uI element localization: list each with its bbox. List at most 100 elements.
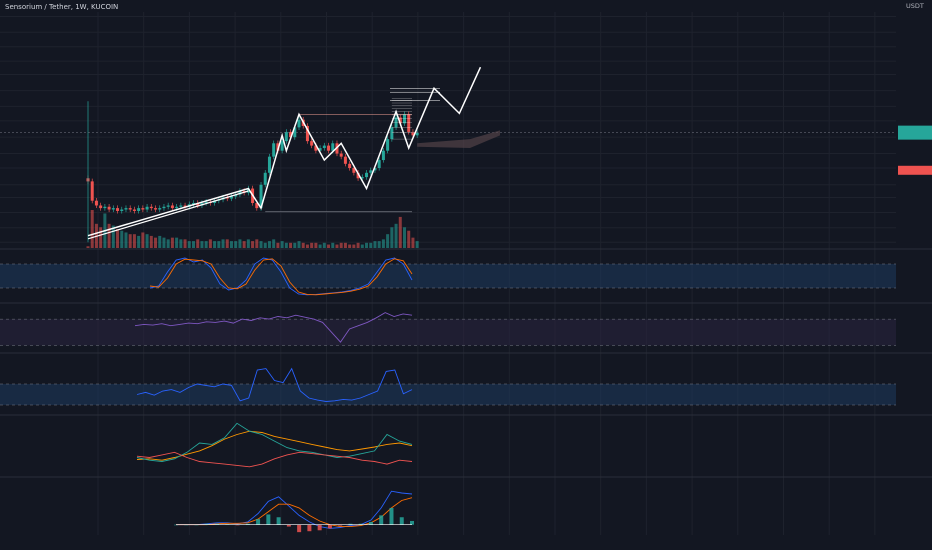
candle-body (213, 200, 217, 204)
indicator-line (136, 422, 413, 462)
candle-body (343, 156, 347, 164)
macd-histogram-bar (297, 524, 302, 533)
candle-body (403, 114, 406, 124)
candle-body (90, 181, 94, 201)
candle-body (111, 208, 115, 210)
volume-bar (107, 223, 111, 248)
overlays (0, 66, 896, 240)
elliott-wave-path (87, 66, 482, 237)
volume-bar (175, 237, 179, 248)
volume-bar (284, 242, 288, 248)
candle-body (238, 191, 242, 195)
macd-histogram-bar (379, 515, 384, 525)
indicator-line (176, 490, 413, 529)
candle-body (318, 148, 322, 151)
indicator-line (136, 451, 413, 468)
volume-bar (272, 239, 276, 248)
volume-bar (246, 239, 250, 248)
volume-bar (407, 230, 411, 248)
macd-histogram-bar (338, 524, 343, 526)
macd-histogram-bar (399, 517, 404, 525)
volume-bar (390, 227, 394, 248)
volume-bar (196, 239, 200, 248)
macd-histogram-bar (215, 523, 220, 525)
candle-body (141, 208, 145, 210)
volume-bar (221, 239, 225, 248)
candle-body (327, 145, 331, 151)
indicator-line (136, 367, 413, 402)
candle-body (390, 127, 394, 140)
volume-bar (381, 239, 385, 248)
chart-title: Sensorium / Tether, 1W, KUCOIN (5, 3, 118, 11)
candle-body (305, 125, 309, 142)
volume-bar (352, 244, 356, 248)
volume-bar (259, 241, 263, 248)
volume-bars (86, 210, 419, 248)
indicator-lines (134, 257, 414, 533)
macd-histogram-bar (204, 523, 209, 525)
candle-body (369, 170, 373, 173)
currency-label: USDT (906, 2, 924, 10)
candle-body (263, 172, 267, 185)
candle-body (356, 172, 360, 179)
volume-bar (225, 239, 229, 248)
macd-histogram-bar (276, 517, 281, 525)
macd-histogram-bar (286, 524, 291, 527)
indicator-line (176, 497, 413, 528)
volume-bar (213, 241, 217, 248)
volume-bar (90, 210, 94, 248)
indicator-line (149, 257, 413, 296)
macd-histogram-bar (358, 523, 363, 525)
volume-bar (158, 235, 162, 248)
candle-body (284, 131, 288, 142)
candle-body (196, 203, 200, 206)
candle-body (280, 141, 284, 151)
indicator-band (0, 264, 896, 288)
volume-bar (124, 232, 128, 248)
volume-bar (251, 241, 255, 248)
volume-bar (339, 242, 343, 248)
volume-bar (280, 241, 284, 248)
volume-bar (166, 239, 170, 248)
candle-body (398, 117, 402, 124)
candle-body (293, 127, 297, 138)
volume-bar (200, 241, 204, 248)
volume-bar (301, 242, 305, 248)
candle-body (360, 177, 364, 179)
indicator-line (134, 312, 413, 343)
volume-bar (267, 241, 271, 248)
macd-histogram-bar (266, 514, 271, 525)
candle-body (107, 206, 111, 210)
volume-bar (348, 244, 352, 248)
volume-bar (377, 241, 381, 248)
volume-bar (116, 229, 120, 248)
volume-bar (192, 241, 195, 248)
volume-bar (411, 237, 415, 248)
candle-body (94, 200, 98, 206)
indicator-band (0, 384, 896, 405)
volume-bar (360, 244, 364, 248)
current-price-badge (898, 125, 932, 140)
volume-bar (331, 242, 335, 248)
candle-body (128, 208, 132, 210)
projection-cloud (417, 130, 500, 149)
volume-bar (369, 242, 373, 248)
candle-body (116, 208, 120, 211)
candle-body (246, 188, 250, 193)
candle-body (297, 119, 301, 128)
trend-line (87, 190, 249, 240)
secondary-price-badge (898, 165, 932, 175)
candle-body (103, 206, 107, 209)
candle-body (175, 206, 179, 209)
volume-bar (242, 241, 246, 248)
macd-histogram-bar (368, 521, 373, 525)
volume-bar (356, 242, 360, 248)
candle-body (204, 201, 208, 204)
candle-body (158, 208, 162, 210)
volume-bar (234, 241, 238, 248)
volume-bar (229, 241, 233, 248)
volume-bar (403, 227, 406, 248)
volume-bar (111, 225, 115, 248)
